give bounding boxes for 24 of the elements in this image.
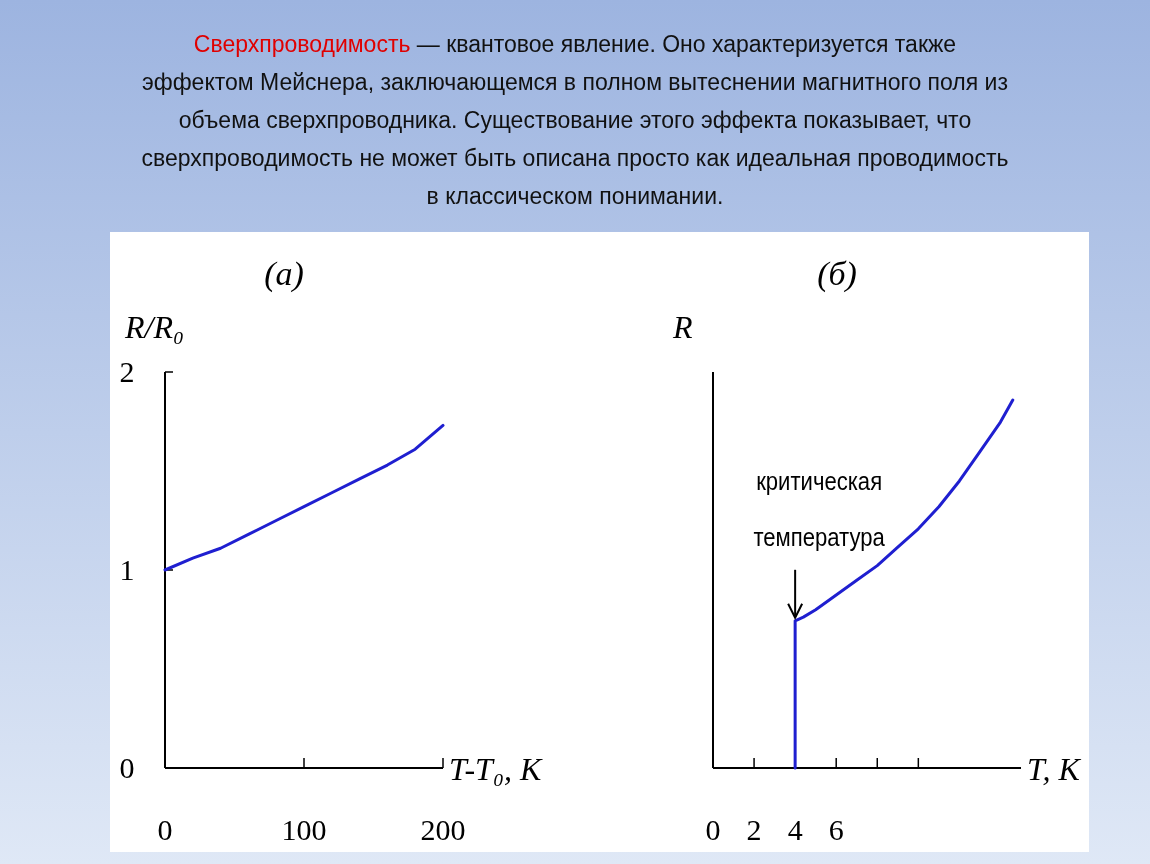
y-axis-title: R/R₀ bbox=[124, 309, 185, 345]
y-tick-label: 0 bbox=[119, 751, 135, 784]
text: — квантовое явление. Оно характеризуется также bbox=[410, 31, 957, 57]
x-tick-label: 200 bbox=[420, 813, 466, 846]
chart-title: (a) bbox=[264, 255, 304, 293]
x-tick-label: 100 bbox=[281, 813, 327, 846]
x-axis-title: T-T₀, K bbox=[449, 751, 543, 787]
x-tick-label: 0 bbox=[157, 813, 173, 846]
y-tick-label: 2 bbox=[119, 355, 135, 388]
x-tick-label: 2 bbox=[746, 813, 762, 846]
text: эффектом Мейснера, заключающемся в полном вытеснении магнитного поля из bbox=[142, 69, 1008, 95]
y-tick-label: 1 bbox=[119, 553, 135, 586]
x-tick-label: 4 bbox=[787, 813, 803, 846]
annotation: критическая температура bbox=[753, 466, 886, 552]
chart-title: (б) bbox=[817, 255, 857, 293]
text: сверхпроводимость не может быть описана просто как идеальная проводимость bbox=[141, 145, 1009, 171]
text: Сверхпроводимость bbox=[193, 31, 411, 57]
x-tick-label: 0 bbox=[705, 813, 721, 846]
x-axis-title: T, K bbox=[1027, 751, 1082, 787]
y-axis-title: R bbox=[672, 309, 693, 345]
text: в классическом понимании. bbox=[426, 183, 724, 209]
line-series bbox=[163, 423, 445, 572]
text: объема сверхпроводника. Существование этого эффекта показывает, что bbox=[178, 107, 972, 133]
x-tick-label: 6 bbox=[828, 813, 844, 846]
